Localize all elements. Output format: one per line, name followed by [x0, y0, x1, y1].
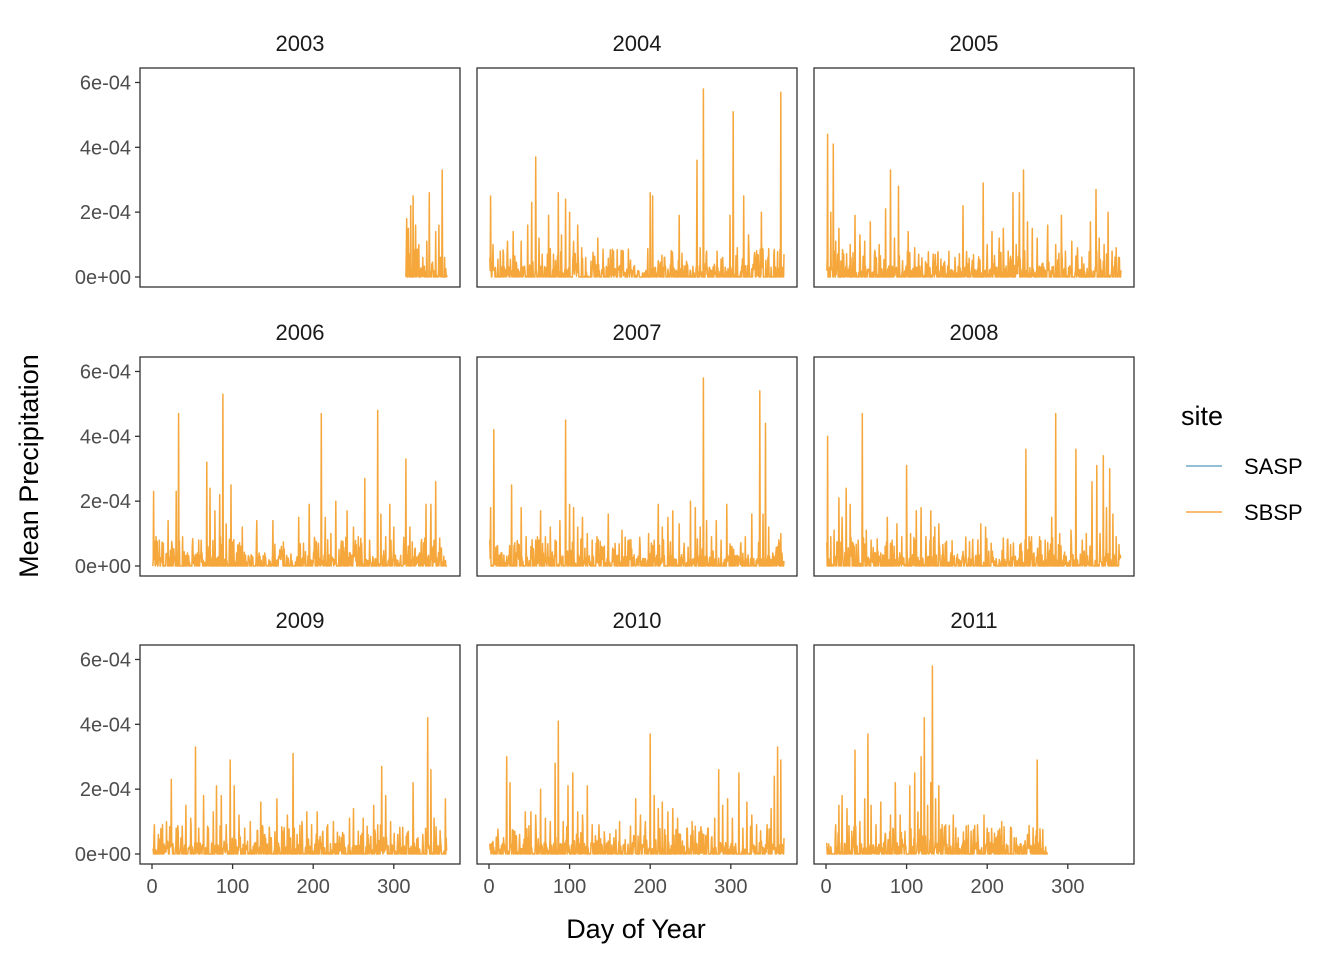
facet-panel-2011: 2011 0 100 200 300 — [813, 608, 1135, 898]
x-tick-label: 200 — [634, 876, 667, 898]
series-line-sbsp — [489, 720, 785, 855]
series-line-sbsp — [152, 393, 448, 567]
series-line-sbsp — [826, 412, 1122, 567]
x-tick-label: 200 — [971, 876, 1004, 898]
x-tick-label: 0 — [820, 876, 831, 898]
x-tick-label: 300 — [377, 876, 410, 898]
series-line-sbsp — [152, 717, 448, 855]
facet-panel-2009: 2009 0e+00 2e-04 4e-04 6e-04 0 100 200 300 — [75, 608, 461, 898]
x-tick-label: 200 — [297, 876, 330, 898]
series-line-sbsp — [826, 133, 1122, 278]
panel-border — [813, 644, 1135, 865]
legend-label-sbsp: SBSP — [1244, 500, 1303, 525]
legend-label-sasp: SASP — [1244, 454, 1303, 479]
panel-border — [476, 67, 798, 288]
panel-border — [139, 644, 461, 865]
facet-panel-2007: 2007 — [476, 320, 798, 577]
facet-title: 2009 — [276, 608, 325, 633]
facet-panel-2003: 2003 0e+00 2e-04 4e-04 6e-04 — [75, 31, 461, 289]
x-tick-label: 300 — [1051, 876, 1084, 898]
y-tick-label: 4e-04 — [80, 426, 131, 448]
panel-border — [813, 356, 1135, 577]
facet-panel-2006: 2006 0e+00 2e-04 4e-04 6e-04 — [75, 320, 461, 578]
series-line-sbsp — [405, 169, 448, 278]
y-tick-label: 0e+00 — [75, 844, 131, 866]
x-tick-label: 300 — [714, 876, 747, 898]
y-tick-label: 6e-04 — [80, 649, 131, 671]
y-tick-label: 2e-04 — [80, 491, 131, 513]
facet-title: 2011 — [950, 608, 997, 633]
y-tick-label: 6e-04 — [80, 72, 131, 94]
facet-panels: 2003 0e+00 2e-04 4e-04 6e-04 2004 2005 2006 0e+0… — [75, 31, 1135, 898]
y-tick-label: 2e-04 — [80, 779, 131, 801]
y-axis-title: Mean Precipitation — [14, 354, 44, 578]
x-tick-label: 0 — [483, 876, 494, 898]
facet-title: 2003 — [276, 31, 325, 56]
legend-items: SASP SBSP — [1186, 454, 1303, 525]
x-tick-label: 100 — [890, 876, 923, 898]
series-line-sbsp — [489, 88, 785, 278]
panel-border — [813, 67, 1135, 288]
facet-panel-2008: 2008 — [813, 320, 1135, 577]
facet-title: 2008 — [950, 320, 999, 345]
facet-title: 2007 — [613, 320, 662, 345]
x-axis-title: Day of Year — [566, 914, 706, 944]
panel-border — [476, 356, 798, 577]
facet-title: 2010 — [613, 608, 662, 633]
panel-border — [139, 356, 461, 577]
series-line-sbsp — [489, 377, 785, 567]
legend-title: site — [1181, 401, 1223, 431]
y-tick-label: 0e+00 — [75, 556, 131, 578]
y-tick-label: 4e-04 — [80, 714, 131, 736]
panel-border — [476, 644, 798, 865]
y-tick-label: 4e-04 — [80, 137, 131, 159]
y-tick-label: 2e-04 — [80, 202, 131, 224]
facet-panel-2005: 2005 — [813, 31, 1135, 288]
facet-title: 2004 — [613, 31, 662, 56]
legend: site SASP SBSP — [1181, 401, 1303, 525]
facet-panel-2010: 2010 0 100 200 300 — [476, 608, 798, 898]
facet-title: 2006 — [276, 320, 325, 345]
panel-border — [139, 67, 461, 288]
x-tick-label: 0 — [146, 876, 157, 898]
x-tick-label: 100 — [553, 876, 586, 898]
x-tick-label: 100 — [216, 876, 249, 898]
y-tick-label: 6e-04 — [80, 361, 131, 383]
facet-title: 2005 — [950, 31, 999, 56]
facet-panel-2004: 2004 — [476, 31, 798, 288]
series-line-sbsp — [826, 665, 1049, 855]
y-tick-label: 0e+00 — [75, 267, 131, 289]
